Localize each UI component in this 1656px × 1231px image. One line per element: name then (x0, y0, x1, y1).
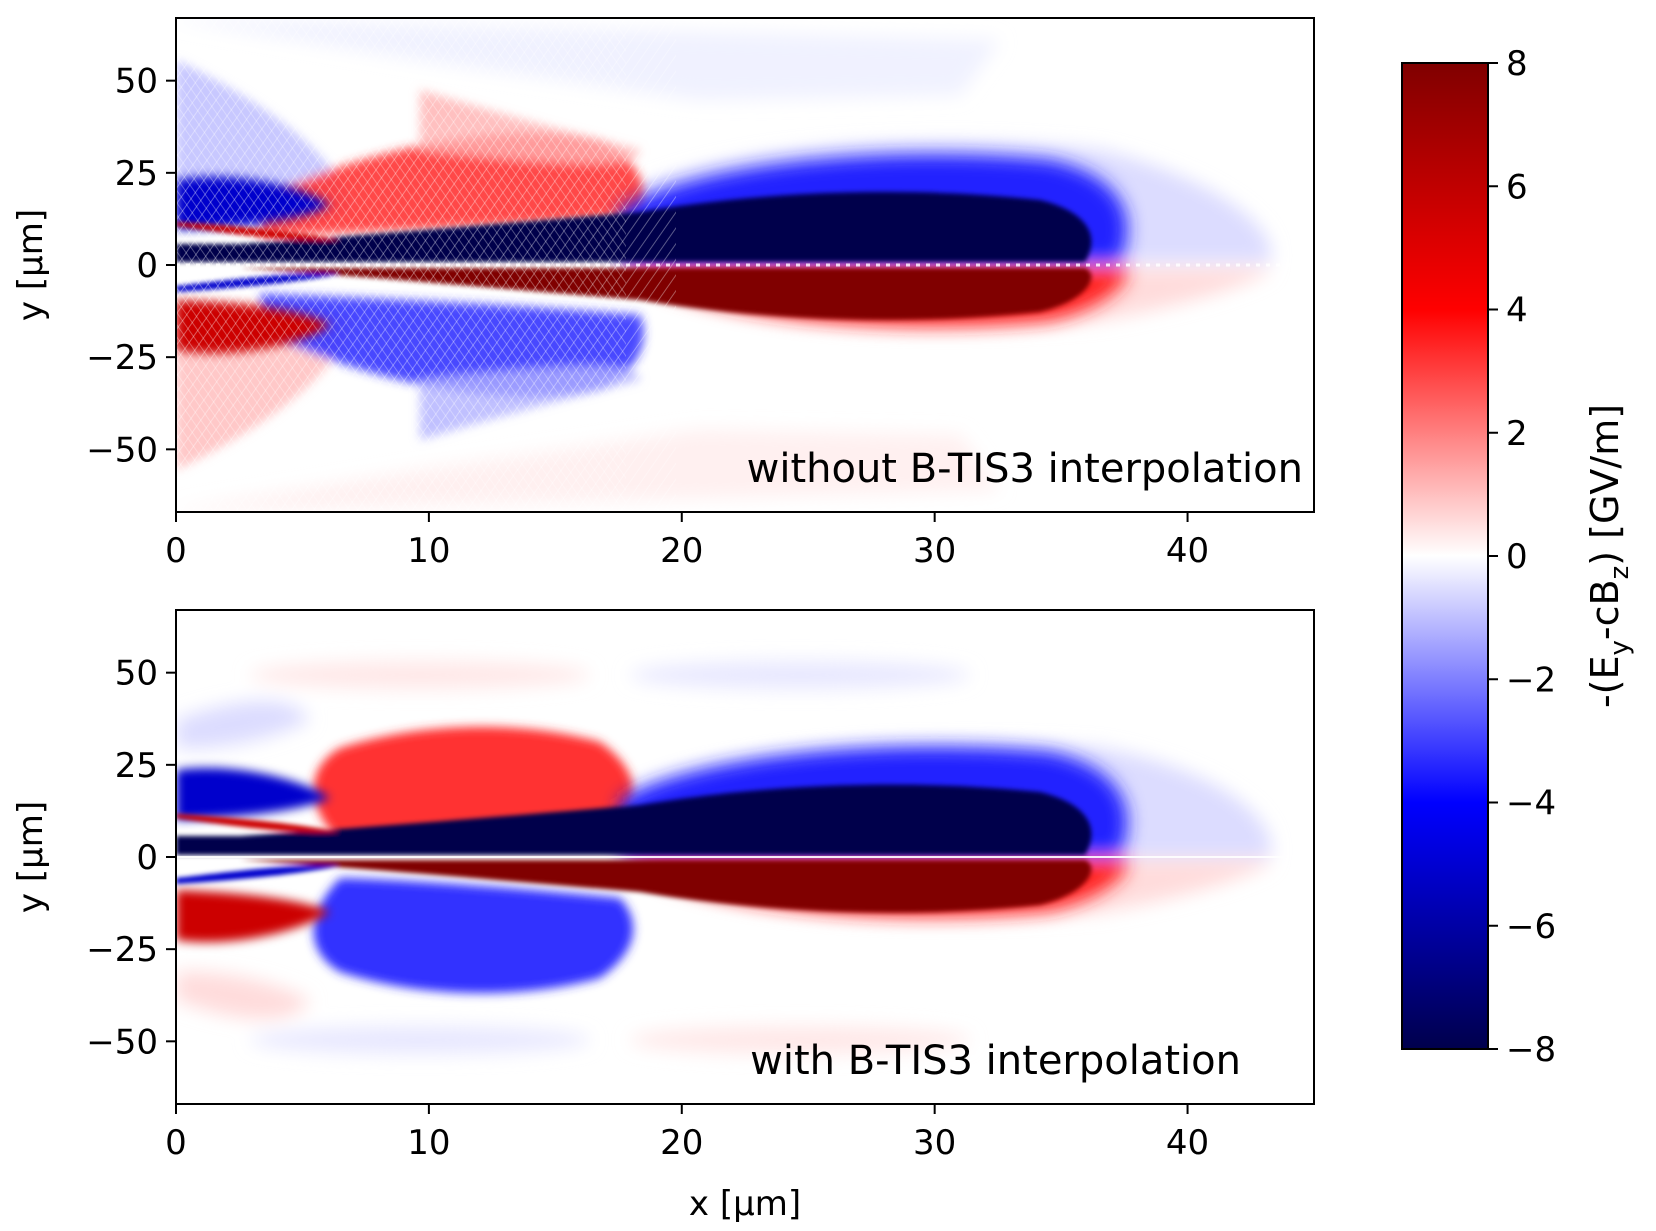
annotation-with: with B-TIS3 interpolation (750, 1038, 1241, 1084)
y-tick-label: −25 (86, 930, 158, 970)
colorbar-tick-label: −4 (1506, 784, 1556, 824)
y-axis-label-top: y [µm] (11, 209, 51, 321)
x-axis-label: x [µm] (689, 1184, 801, 1224)
y-tick-label: −25 (86, 338, 158, 378)
colorbar-tick-label: 0 (1506, 537, 1528, 577)
y-tick-label: −50 (86, 1022, 158, 1062)
x-tick-label: 30 (913, 1123, 956, 1163)
annotation-without: without B-TIS3 interpolation (747, 446, 1303, 492)
x-tick-label: 40 (1166, 1123, 1209, 1163)
colorbar-tick-label: 2 (1506, 414, 1528, 454)
x-tick-label: 40 (1166, 531, 1209, 571)
x-tick-label: 20 (660, 531, 703, 571)
x-tick-label: 0 (165, 1123, 187, 1163)
x-tick-label: 10 (407, 531, 450, 571)
y-tick-label: 25 (115, 154, 158, 194)
colorbar-tick-label: −8 (1506, 1030, 1556, 1070)
axes-top: 0 10 20 30 40 −50 −25 0 25 50 (86, 62, 1209, 571)
panel-with-interpolation: with B-TIS3 interpolation (175, 609, 1315, 1105)
colorbar: −8 −6 −4 −2 0 2 4 6 8 -(Ey-cBz) [GV/m] (1401, 44, 1635, 1070)
axes-bottom: 0 10 20 30 40 −50 −25 0 25 50 (86, 654, 1209, 1163)
x-tick-label: 30 (913, 531, 956, 571)
y-tick-label: −50 (86, 430, 158, 470)
y-tick-label: 50 (115, 62, 158, 102)
colorbar-tick-label: −2 (1506, 660, 1556, 700)
x-tick-label: 0 (165, 531, 187, 571)
y-tick-label: 0 (136, 246, 158, 286)
x-tick-label: 20 (660, 1123, 703, 1163)
colorbar-tick-label: 4 (1506, 291, 1528, 331)
colorbar-label: -(Ey-cBz) [GV/m] (1583, 404, 1635, 708)
y-tick-label: 25 (115, 746, 158, 786)
y-axis-label-bottom: y [µm] (11, 801, 51, 913)
y-tick-label: 0 (136, 838, 158, 878)
colorbar-tick-label: −6 (1506, 907, 1556, 947)
colorbar-tick-label: 8 (1506, 44, 1528, 84)
colorbar-ticks: −8 −6 −4 −2 0 2 4 6 8 (1488, 44, 1556, 1070)
colorbar-tick-label: 6 (1506, 167, 1528, 207)
panel-without-interpolation: without B-TIS3 interpolation (175, 17, 1315, 513)
colorbar-gradient (1401, 62, 1489, 1050)
y-tick-label: 50 (115, 654, 158, 694)
x-tick-label: 10 (407, 1123, 450, 1163)
